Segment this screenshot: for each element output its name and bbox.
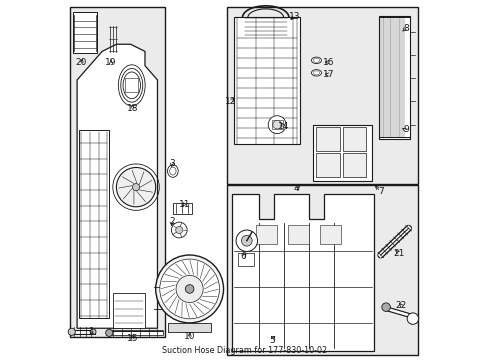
Circle shape (242, 235, 252, 246)
Text: 7: 7 (378, 187, 384, 196)
Text: 22: 22 (396, 301, 407, 310)
Text: 15: 15 (127, 334, 138, 343)
Bar (320, 225, 342, 244)
Text: 14: 14 (278, 122, 289, 131)
Text: 8: 8 (403, 24, 409, 33)
Bar (227, 185, 418, 355)
Bar (79, 130, 109, 318)
Bar (173, 203, 193, 214)
Bar (113, 293, 145, 328)
Bar (234, 18, 300, 144)
Text: 3: 3 (169, 159, 174, 168)
Text: 1: 1 (89, 327, 94, 336)
Circle shape (68, 328, 75, 336)
Circle shape (382, 303, 391, 311)
Text: 2: 2 (169, 217, 174, 226)
Bar (238, 253, 254, 266)
Text: 13: 13 (289, 12, 300, 21)
Circle shape (185, 285, 194, 293)
Bar (288, 225, 309, 244)
Text: 21: 21 (393, 249, 404, 258)
Text: 4: 4 (294, 184, 299, 193)
Bar (343, 153, 367, 177)
Circle shape (407, 313, 418, 324)
Circle shape (106, 329, 113, 337)
Bar (227, 7, 418, 184)
Circle shape (156, 255, 223, 323)
Bar (313, 125, 372, 181)
Ellipse shape (168, 165, 178, 177)
Text: Suction Hose Diagram for 177-830-10-02: Suction Hose Diagram for 177-830-10-02 (163, 346, 327, 355)
Text: 12: 12 (225, 97, 236, 106)
Text: 19: 19 (105, 58, 117, 67)
Text: 20: 20 (75, 58, 87, 67)
Circle shape (172, 222, 187, 238)
Circle shape (268, 116, 286, 134)
Text: 18: 18 (127, 104, 138, 113)
Bar (73, 12, 97, 53)
Circle shape (236, 230, 258, 251)
Bar (256, 225, 277, 244)
Text: 6: 6 (240, 252, 246, 261)
Text: 16: 16 (323, 58, 335, 67)
Text: 11: 11 (178, 200, 190, 209)
Polygon shape (232, 194, 373, 351)
Bar (343, 127, 367, 151)
Bar (379, 16, 411, 139)
Text: 10: 10 (184, 332, 196, 341)
Circle shape (117, 167, 156, 207)
Ellipse shape (312, 57, 321, 64)
Polygon shape (77, 44, 157, 328)
Bar (272, 120, 283, 129)
Text: 17: 17 (323, 70, 335, 79)
Bar (168, 323, 211, 332)
Bar (70, 7, 165, 337)
Circle shape (176, 226, 183, 234)
Circle shape (132, 184, 140, 191)
Bar (125, 78, 138, 93)
Ellipse shape (312, 69, 321, 76)
Circle shape (176, 275, 203, 302)
Circle shape (160, 259, 220, 319)
Circle shape (273, 120, 281, 129)
Circle shape (90, 329, 96, 335)
Bar (317, 153, 340, 177)
Text: 5: 5 (269, 336, 275, 345)
Text: 9: 9 (403, 126, 409, 135)
Bar (317, 127, 340, 151)
